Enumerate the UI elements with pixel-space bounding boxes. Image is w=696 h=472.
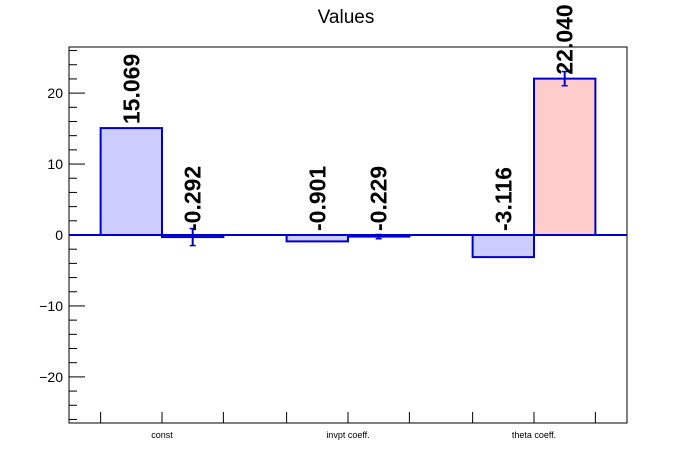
- bar: [471, 234, 535, 259]
- error-bars: [189, 70, 568, 247]
- data-label: -0.292: [180, 166, 206, 231]
- data-label: -0.901: [304, 166, 330, 231]
- bar: [533, 77, 597, 236]
- x-tick-label: invpt coeff.: [326, 430, 369, 440]
- bars: [99, 77, 597, 259]
- data-labels: 15.069 -0.901 -3.116 -0.292 -0.229 22.040: [118, 4, 577, 231]
- y-tick-label: −10: [39, 298, 63, 314]
- data-label: -3.116: [490, 167, 516, 231]
- x-tick-label: const: [151, 430, 173, 440]
- data-label: -0.229: [366, 166, 392, 231]
- data-label: 22.040: [552, 4, 578, 74]
- y-tick-label: −20: [39, 369, 63, 385]
- chart-title: Values: [318, 7, 375, 28]
- data-label: 15.069: [118, 54, 144, 124]
- bar: [99, 127, 164, 236]
- y-tick-label: 10: [47, 156, 63, 172]
- x-axis: const invpt coeff. theta coeff.: [100, 412, 596, 440]
- x-tick-label: theta coeff.: [512, 430, 556, 440]
- y-tick-label: 0: [55, 227, 63, 243]
- y-tick-label: 20: [47, 85, 63, 101]
- y-axis: −20 −10 0 10 20: [39, 50, 85, 420]
